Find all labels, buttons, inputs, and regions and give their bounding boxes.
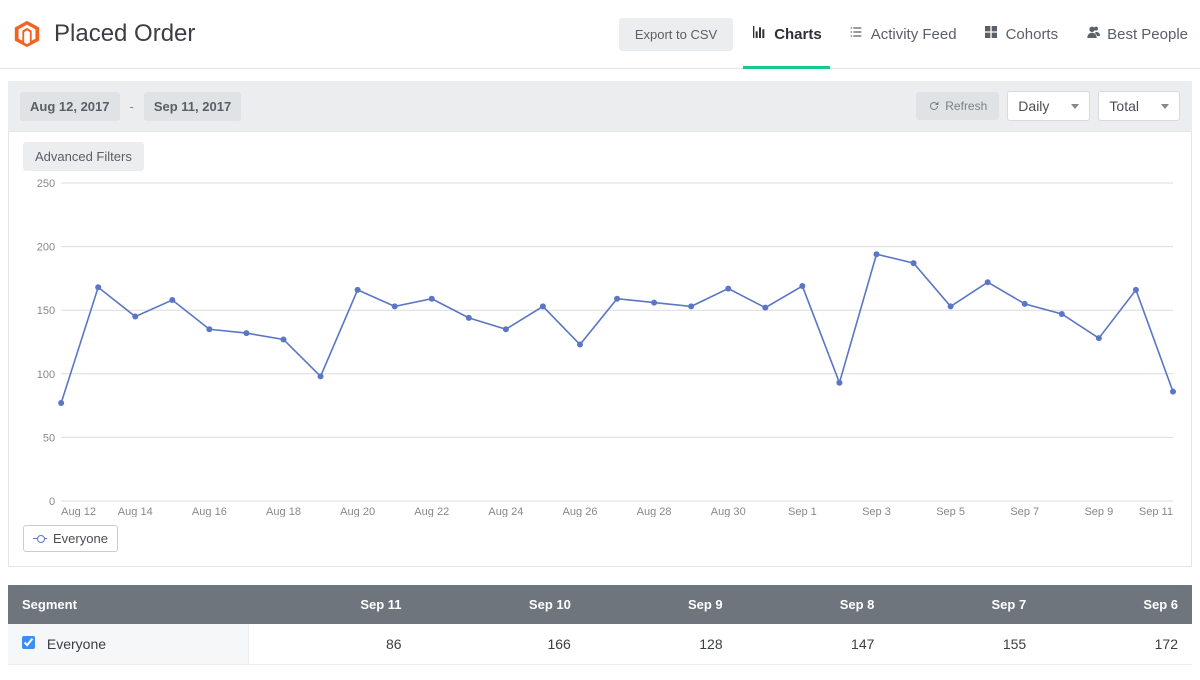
svg-text:200: 200: [37, 242, 55, 254]
svg-text:150: 150: [37, 305, 55, 317]
value-cell: 155: [888, 624, 1040, 665]
svg-text:250: 250: [37, 178, 55, 190]
svg-text:0: 0: [49, 496, 55, 508]
chevron-down-icon: [1071, 104, 1079, 109]
svg-text:Aug 30: Aug 30: [711, 506, 746, 517]
table-col-header: Sep 10: [416, 585, 585, 624]
value-cell: 172: [1040, 624, 1192, 665]
svg-text:Aug 22: Aug 22: [414, 506, 449, 517]
legend-label: Everyone: [53, 531, 108, 546]
tab-label: Cohorts: [1006, 26, 1059, 43]
aggregation-dropdown[interactable]: Total: [1098, 91, 1180, 121]
svg-text:Aug 24: Aug 24: [488, 506, 523, 517]
bar-icon: [751, 24, 767, 44]
tab-label: Charts: [774, 26, 822, 43]
controls-bar: Aug 12, 2017 - Sep 11, 2017 Refresh Dail…: [8, 81, 1192, 131]
segment-table: SegmentSep 11Sep 10Sep 9Sep 8Sep 7Sep 6 …: [8, 585, 1192, 665]
table-body: Everyone 86166128147155172: [8, 624, 1192, 665]
svg-text:Aug 14: Aug 14: [118, 506, 153, 517]
value-cell: 147: [737, 624, 889, 665]
view-tabs: Charts Activity Feed Cohorts Best People: [751, 10, 1188, 58]
tab-label: Activity Feed: [871, 26, 957, 43]
table-col-header: Sep 11: [248, 585, 416, 624]
page-header: Placed Order Export to CSV Charts Activit…: [0, 0, 1200, 69]
chevron-down-icon: [1161, 104, 1169, 109]
value-cell: 128: [585, 624, 737, 665]
segment-cell: Everyone: [8, 624, 248, 665]
table-col-header: Sep 8: [737, 585, 889, 624]
tab-cohorts[interactable]: Cohorts: [983, 10, 1059, 58]
value-cell: 166: [416, 624, 585, 665]
refresh-icon: [928, 100, 940, 112]
legend-marker-icon: [33, 535, 47, 543]
svg-text:Aug 26: Aug 26: [563, 506, 598, 517]
granularity-dropdown[interactable]: Daily: [1007, 91, 1090, 121]
table-col-header: Sep 9: [585, 585, 737, 624]
page-title: Placed Order: [54, 20, 195, 48]
export-csv-button[interactable]: Export to CSV: [619, 18, 733, 51]
svg-text:Aug 18: Aug 18: [266, 506, 301, 517]
date-range-separator: -: [128, 99, 136, 114]
magento-logo-icon: [12, 19, 42, 49]
svg-text:Aug 28: Aug 28: [637, 506, 672, 517]
table-col-header: Sep 7: [888, 585, 1040, 624]
table-col-header: Segment: [8, 585, 248, 624]
aggregation-value: Total: [1109, 98, 1139, 114]
tab-people[interactable]: Best People: [1084, 10, 1188, 58]
people-icon: [1084, 24, 1100, 44]
svg-text:Sep 9: Sep 9: [1084, 506, 1113, 517]
tab-label: Best People: [1107, 26, 1188, 43]
svg-text:Sep 5: Sep 5: [936, 506, 965, 517]
svg-text:Sep 11: Sep 11: [1139, 506, 1173, 517]
granularity-value: Daily: [1018, 98, 1049, 114]
table-col-header: Sep 6: [1040, 585, 1192, 624]
svg-text:Aug 16: Aug 16: [192, 506, 227, 517]
refresh-button[interactable]: Refresh: [916, 92, 999, 120]
svg-text:Sep 1: Sep 1: [788, 506, 817, 517]
chart-card: Advanced Filters 0 50 100 150 200 250 Aug 12 Au…: [8, 131, 1192, 567]
svg-text:Aug 20: Aug 20: [340, 506, 375, 517]
advanced-filters-button[interactable]: Advanced Filters: [23, 142, 144, 171]
chart-legend[interactable]: Everyone: [23, 525, 118, 552]
svg-text:Sep 3: Sep 3: [862, 506, 891, 517]
segment-name: Everyone: [47, 636, 106, 652]
date-range-end[interactable]: Sep 11, 2017: [144, 92, 241, 121]
tab-activity[interactable]: Activity Feed: [848, 10, 957, 58]
line-chart: 0 50 100 150 200 250 Aug 12 Aug 14 Aug 16 Aug 18 A…: [23, 177, 1177, 517]
svg-text:Sep 7: Sep 7: [1010, 506, 1039, 517]
refresh-label: Refresh: [945, 99, 987, 113]
list-icon: [848, 24, 864, 44]
value-cell: 86: [248, 624, 416, 665]
svg-text:100: 100: [37, 369, 55, 381]
table-header-row: SegmentSep 11Sep 10Sep 9Sep 8Sep 7Sep 6: [8, 585, 1192, 624]
svg-text:50: 50: [43, 432, 55, 444]
table-row: Everyone 86166128147155172: [8, 624, 1192, 665]
tab-charts[interactable]: Charts: [751, 10, 822, 58]
grid-icon: [983, 24, 999, 44]
date-range-start[interactable]: Aug 12, 2017: [20, 92, 120, 121]
svg-text:Aug 12: Aug 12: [61, 506, 96, 517]
segment-checkbox[interactable]: [22, 636, 35, 649]
